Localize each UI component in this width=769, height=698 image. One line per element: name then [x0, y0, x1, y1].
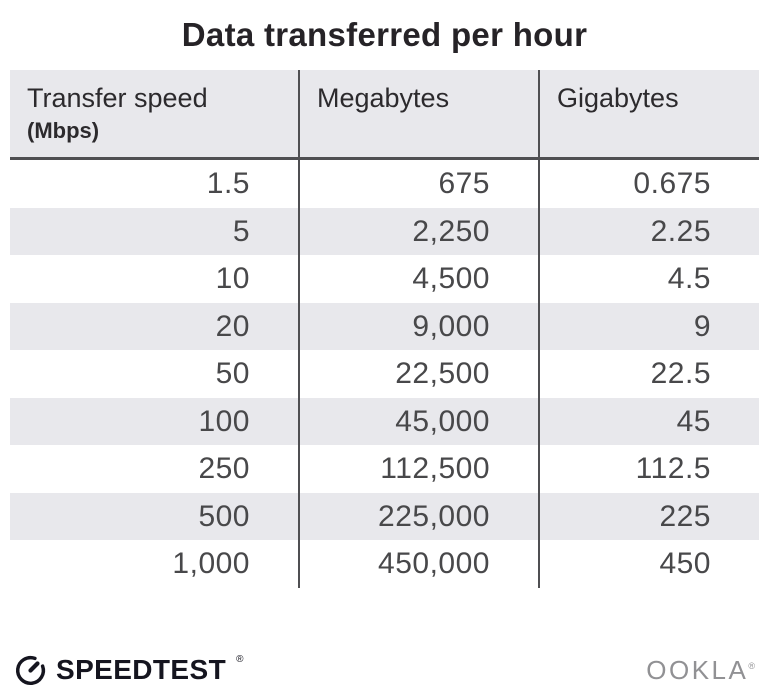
cell-gigabytes: 9	[693, 309, 711, 343]
ookla-registered-mark: ®	[748, 660, 755, 671]
cell-gigabytes: 2.25	[650, 214, 711, 248]
table-row: 5 2,250 2.25	[10, 207, 759, 255]
cell-gigabytes: 45	[676, 404, 711, 438]
header-megabytes: Megabytes	[300, 70, 540, 157]
cell-gigabytes: 4.5	[667, 262, 711, 295]
cell-speed: 20	[10, 302, 300, 350]
cell-speed: 100	[10, 397, 300, 445]
header-gigabytes: Gigabytes	[557, 83, 679, 113]
table-row: 500 225,000 225	[10, 492, 759, 540]
cell-speed: 10	[10, 255, 300, 303]
table-row: 10 4,500 4.5	[10, 255, 759, 303]
cell-speed: 1.5	[10, 160, 300, 208]
cell-speed: 1,000	[10, 540, 300, 588]
cell-speed: 500	[10, 492, 300, 540]
table-header-row: Transfer speed (Mbps) Megabytes Gigabyte…	[10, 70, 759, 160]
cell-gigabytes: 112.5	[635, 452, 711, 485]
table-row: 250 112,500 112.5	[10, 445, 759, 493]
ookla-wordmark: OOKLA	[646, 654, 749, 685]
header-transfer-speed: Transfer speed (Mbps)	[10, 70, 300, 157]
data-table: Transfer speed (Mbps) Megabytes Gigabyte…	[10, 70, 759, 588]
header-transfer-speed-label: Transfer speed	[27, 83, 208, 113]
ookla-logo: OOKLA®	[646, 655, 755, 686]
cell-speed: 5	[10, 207, 300, 255]
table-row: 20 9,000 9	[10, 302, 759, 350]
cell-megabytes: 45,000	[300, 397, 540, 445]
cell-megabytes: 450,000	[300, 540, 540, 588]
cell-gigabytes: 0.675	[633, 167, 711, 200]
cell-megabytes: 4,500	[300, 255, 540, 303]
table-row: 1.5 675 0.675	[10, 160, 759, 208]
page-title: Data transferred per hour	[181, 16, 588, 53]
table-row: 100 45,000 45	[10, 397, 759, 445]
cell-gigabytes: 450	[659, 547, 711, 580]
cell-megabytes: 112,500	[300, 445, 540, 493]
speedtest-registered-mark: ®	[236, 653, 244, 665]
cell-speed: 250	[10, 445, 300, 493]
speedtest-gauge-icon	[14, 654, 47, 687]
footer: SPEEDTEST ® OOKLA®	[14, 648, 755, 692]
cell-megabytes: 9,000	[300, 302, 540, 350]
cell-speed: 50	[10, 350, 300, 398]
cell-megabytes: 675	[300, 160, 540, 208]
cell-megabytes: 2,250	[300, 207, 540, 255]
cell-megabytes: 225,000	[300, 492, 540, 540]
speedtest-logo: SPEEDTEST ®	[14, 653, 244, 687]
header-mbps-sublabel: (Mbps)	[27, 118, 100, 144]
cell-megabytes: 22,500	[300, 350, 540, 398]
cell-gigabytes: 225	[659, 499, 711, 533]
table-row: 1,000 450,000 450	[10, 540, 759, 588]
cell-gigabytes: 22.5	[650, 357, 711, 390]
table-row: 50 22,500 22.5	[10, 350, 759, 398]
speedtest-wordmark: SPEEDTEST	[56, 654, 227, 685]
